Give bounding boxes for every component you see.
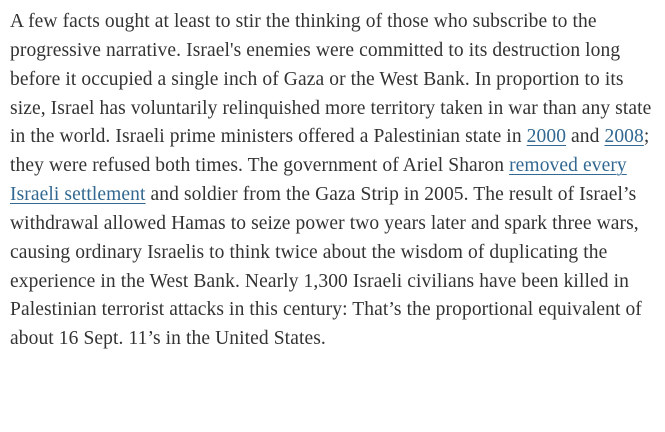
paragraph-text: ; they were refused both times. The gove… xyxy=(10,126,650,177)
paragraph-text: A few facts ought at least to stir the t… xyxy=(10,11,652,148)
article-body: A few facts ought at least to stir the t… xyxy=(10,8,657,354)
article-paragraph: A few facts ought at least to stir the t… xyxy=(10,8,657,354)
paragraph-text: and soldier from the Gaza Strip in 2005.… xyxy=(10,184,642,350)
link-2000[interactable]: 2000 xyxy=(526,126,567,148)
link-removed-every-israeli-settlement[interactable]: removed every Israeli settlement xyxy=(10,155,627,206)
paragraph-text: and xyxy=(566,126,605,148)
link-2008[interactable]: 2008 xyxy=(604,126,644,148)
